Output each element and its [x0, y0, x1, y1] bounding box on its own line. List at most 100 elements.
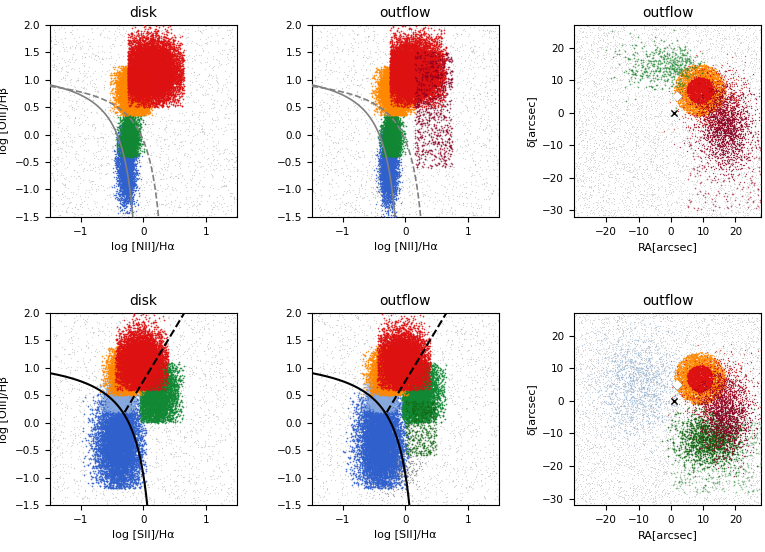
Point [388, 162, 400, 171]
Point [698, 103, 711, 112]
Point [399, 86, 411, 94]
Point [431, 87, 443, 96]
Point [385, 187, 397, 195]
Point [134, 85, 146, 94]
Point [371, 379, 383, 388]
Point [676, 67, 688, 76]
Point [710, 388, 722, 397]
Point [383, 465, 396, 474]
Point [392, 98, 405, 107]
Point [422, 371, 435, 380]
Point [126, 167, 138, 176]
Point [124, 78, 136, 87]
Point [117, 139, 129, 148]
Point [144, 376, 156, 385]
Point [106, 450, 118, 459]
Point [398, 88, 410, 97]
Point [474, 364, 486, 373]
Point [132, 52, 144, 61]
Point [120, 368, 132, 376]
Point [376, 192, 389, 201]
Point [324, 161, 337, 169]
Point [170, 389, 182, 398]
Point [105, 392, 117, 401]
Point [163, 66, 175, 75]
Point [125, 423, 138, 432]
Point [82, 120, 94, 129]
Point [389, 431, 402, 439]
Point [70, 411, 83, 420]
Point [628, 408, 640, 417]
Point [116, 428, 128, 437]
Point [137, 328, 149, 337]
Point [116, 148, 128, 157]
Point [366, 392, 379, 401]
Point [149, 56, 161, 65]
Point [702, 379, 714, 388]
Point [715, 73, 728, 82]
Point [382, 65, 394, 73]
Point [656, 490, 668, 499]
Point [346, 498, 358, 507]
Point [392, 88, 404, 97]
Point [379, 339, 392, 348]
Point [128, 177, 140, 186]
Point [105, 386, 117, 395]
Point [691, 70, 703, 79]
Point [146, 87, 158, 95]
Point [649, 463, 662, 472]
Point [153, 388, 165, 396]
Point [373, 416, 385, 424]
Point [84, 41, 96, 50]
Point [131, 81, 143, 90]
Point [133, 369, 145, 378]
Point [367, 397, 379, 406]
Point [732, 493, 744, 502]
Point [132, 80, 145, 89]
Point [700, 420, 712, 429]
Point [113, 374, 125, 383]
Point [408, 365, 420, 374]
Point [685, 91, 698, 99]
Point [416, 49, 428, 57]
Point [376, 349, 388, 358]
Point [672, 364, 685, 373]
Point [150, 404, 162, 413]
Point [390, 371, 402, 380]
Point [721, 485, 734, 494]
Point [159, 398, 171, 407]
Point [144, 79, 156, 88]
Point [133, 67, 145, 76]
Point [679, 71, 692, 80]
Point [116, 102, 128, 111]
Point [399, 61, 411, 70]
Point [705, 122, 717, 131]
Point [129, 61, 141, 70]
Point [128, 80, 140, 89]
Point [390, 375, 402, 384]
Point [379, 443, 391, 452]
Point [148, 395, 160, 404]
Point [145, 84, 158, 93]
Point [386, 150, 399, 158]
Point [416, 69, 428, 78]
Point [610, 113, 623, 121]
Point [108, 183, 120, 192]
Point [374, 104, 386, 113]
Point [158, 327, 170, 336]
Point [106, 366, 119, 375]
Point [140, 51, 152, 60]
Point [112, 444, 124, 453]
Point [389, 91, 401, 100]
Point [384, 455, 396, 464]
Point [132, 357, 144, 366]
Point [122, 91, 135, 100]
Point [103, 386, 115, 395]
Point [369, 434, 381, 443]
Point [412, 40, 425, 49]
Point [399, 48, 412, 57]
Point [718, 152, 731, 161]
Point [676, 67, 688, 76]
Point [128, 80, 140, 89]
Point [135, 360, 148, 369]
